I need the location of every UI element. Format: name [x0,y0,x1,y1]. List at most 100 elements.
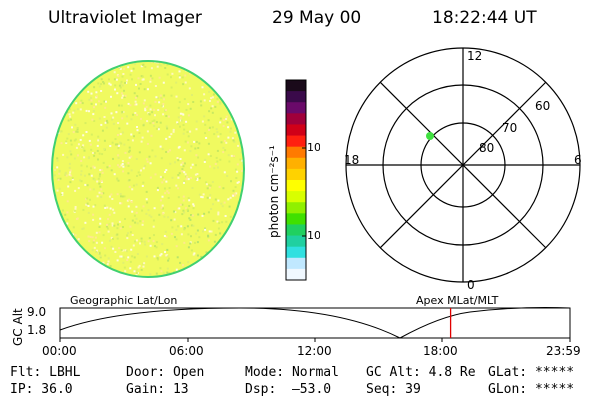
emission-pixel [207,142,210,145]
emission-pixel [56,166,59,169]
emission-pixel [239,244,242,247]
emission-pixel [240,80,243,83]
emission-pixel [203,161,206,163]
emission-pixel [119,202,122,205]
emission-pixel [155,121,158,124]
emission-pixel [168,135,171,138]
emission-pixel [106,121,109,124]
emission-pixel [178,76,181,79]
emission-pixel [213,78,216,81]
emission-pixel [54,250,57,253]
emission-pixel [104,267,106,270]
emission-pixel [194,63,197,66]
emission-pixel [214,105,217,108]
emission-pixel [181,76,184,79]
emission-pixel [213,240,216,243]
emission-pixel [48,261,50,263]
emission-pixel [78,76,81,79]
emission-pixel [141,75,144,78]
emission-pixel [100,196,103,198]
emission-pixel [101,153,104,156]
emission-pixel [128,150,131,153]
emission-pixel [172,130,175,133]
emission-pixel [131,219,134,222]
emission-pixel [127,172,130,175]
emission-pixel [180,119,183,122]
emission-pixel [195,120,198,123]
emission-pixel [203,115,206,118]
emission-pixel [127,102,130,105]
emission-pixel [59,130,62,133]
emission-pixel [158,101,161,104]
door-label: Door: Open [126,365,205,380]
emission-pixel [122,111,125,113]
emission-pixel [145,212,148,215]
emission-pixel [219,86,222,89]
emission-pixel [73,260,76,263]
emission-pixel [229,272,232,275]
emission-pixel [103,247,106,250]
emission-pixel [98,85,101,88]
emission-pixel [240,236,243,239]
emission-pixel [241,278,243,280]
emission-pixel [68,162,71,165]
emission-pixel [247,71,248,73]
emission-pixel [79,138,82,141]
emission-pixel [214,163,217,165]
emission-pixel [107,230,110,233]
emission-pixel [194,173,197,176]
emission-pixel [64,84,66,87]
emission-pixel [165,169,168,171]
emission-pixel [210,266,213,269]
emission-pixel [211,126,214,129]
emission-pixel [111,141,114,144]
emission-pixel [65,174,68,177]
emission-pixel [175,81,178,84]
emission-pixel [98,175,101,178]
emission-pixel [199,267,202,270]
emission-pixel [48,119,50,121]
emission-pixel [246,118,248,120]
emission-pixel [200,255,203,258]
emission-pixel [52,77,54,80]
emission-pixel [127,256,130,259]
emission-pixel [68,113,71,116]
emission-pixel [217,166,219,169]
emission-pixel [116,227,119,230]
emission-pixel [185,62,188,65]
emission-pixel [208,110,211,113]
emission-pixel [74,244,77,247]
emission-pixel [237,246,240,249]
emission-pixel [100,78,103,81]
emission-pixel [74,123,77,126]
emission-pixel [134,240,137,243]
emission-pixel [229,279,231,280]
emission-pixel [246,263,248,265]
emission-pixel [179,203,182,206]
emission-pixel [204,67,207,70]
emission-pixel [140,169,142,172]
emission-pixel [233,192,236,195]
emission-pixel [244,199,246,201]
emission-pixel [142,181,145,184]
emission-pixel [201,214,204,217]
emission-pixel [180,163,183,166]
emission-pixel [81,102,84,105]
emission-pixel [70,251,73,254]
emission-pixel [167,191,170,194]
emission-pixel [170,94,173,97]
emission-pixel [143,240,146,243]
emission-pixel [220,69,223,72]
emission-pixel [60,87,63,89]
emission-pixel [222,146,225,149]
emission-pixel [54,220,57,223]
emission-pixel [124,94,127,97]
emission-pixel [52,239,53,242]
colorbar-cell [286,124,306,137]
emission-pixel [236,74,239,77]
emission-pixel [208,230,211,233]
emission-pixel [182,113,185,116]
emission-pixel [105,225,108,228]
emission-pixel [56,157,59,160]
emission-pixel [80,173,83,176]
